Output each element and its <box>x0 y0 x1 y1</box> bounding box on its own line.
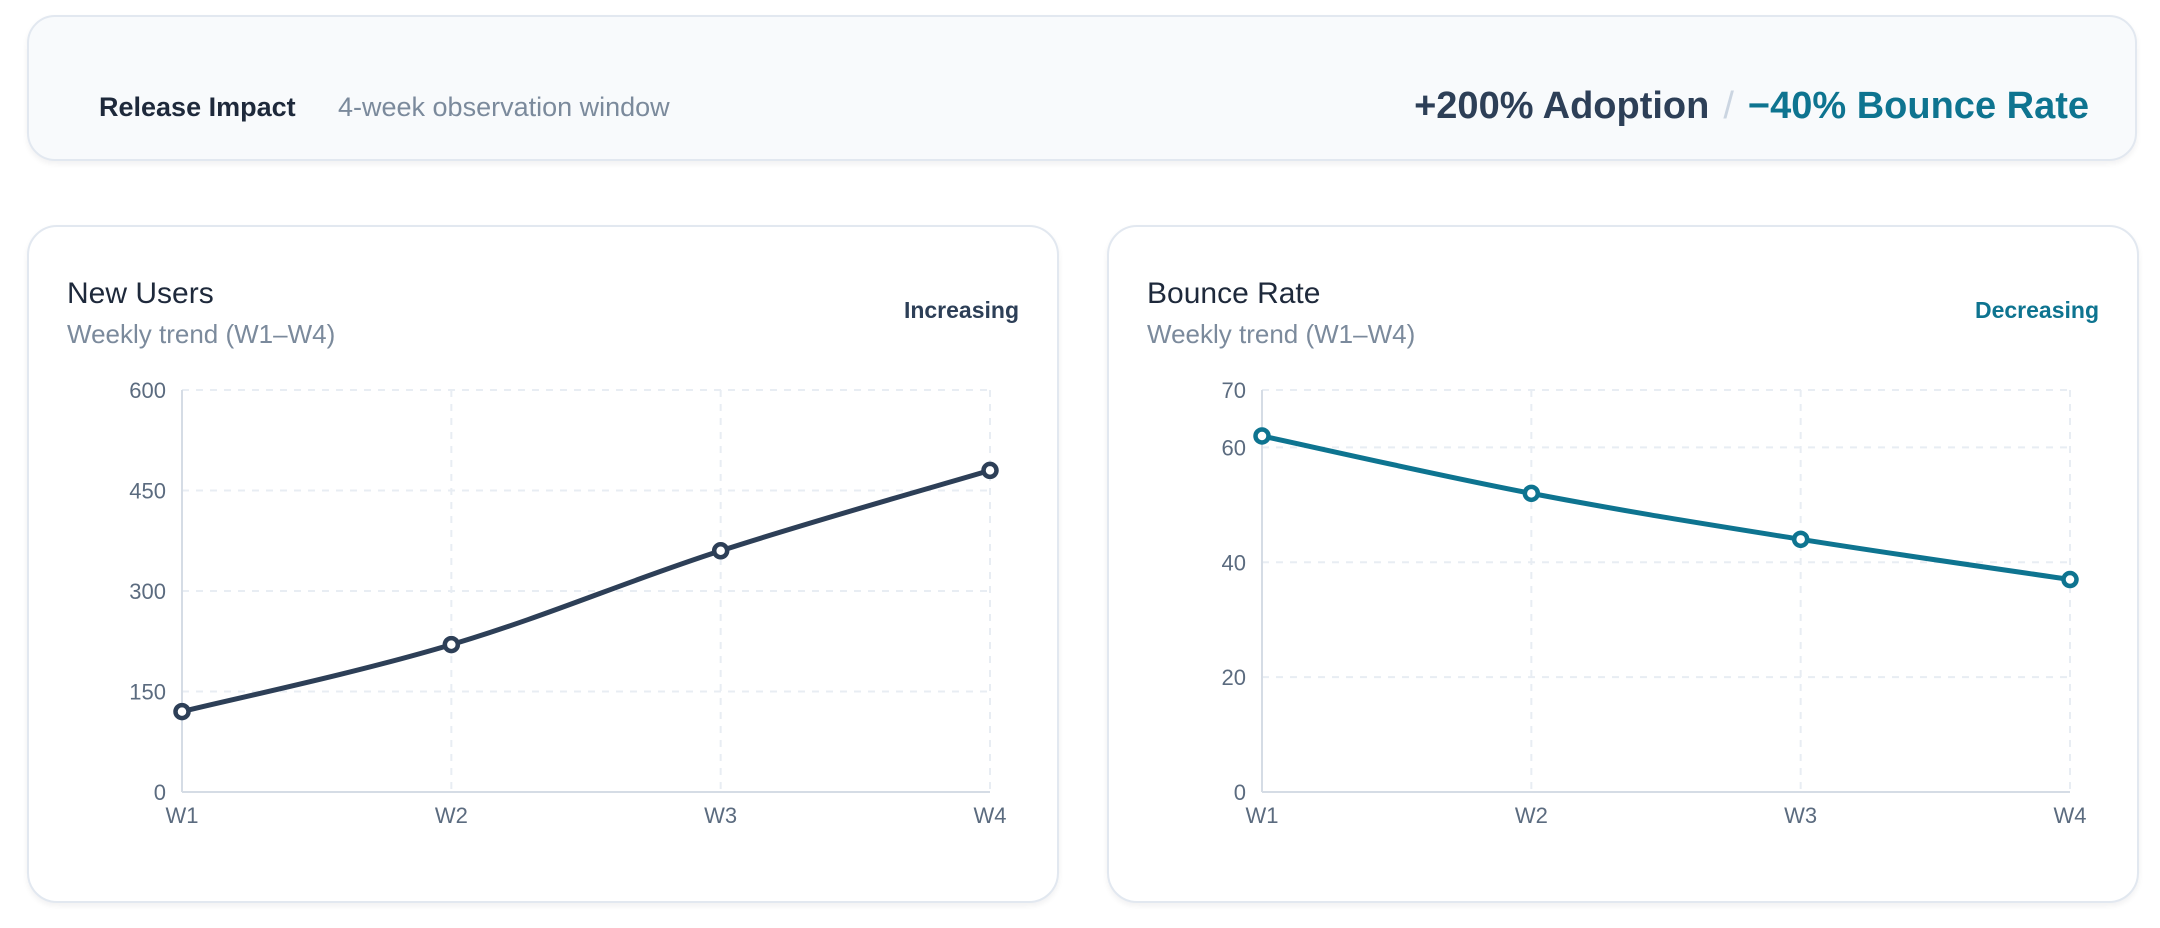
bounce-rate-data-point <box>1791 530 1810 549</box>
new-users-chart: 0 150 300 450 600 W1 W2 W3 W4 <box>129 378 1007 828</box>
new-users-y-tick-label: 150 <box>129 680 166 705</box>
new-users-trend-label: Increasing <box>903 297 1019 323</box>
bounce-rate-x-tick-label: W3 <box>1784 803 1817 828</box>
bounce-rate-chart: 0 20 40 60 70 W1 W2 W3 W4 <box>1222 378 2087 828</box>
new-users-data-point <box>173 702 191 721</box>
bounce-rate-subtitle: Weekly trend (W1–W4) <box>1147 319 1416 349</box>
bounce-rate-data-point <box>1253 427 1271 445</box>
bounce-rate-y-tick-label: 70 <box>1222 378 1246 403</box>
new-users-data-point <box>711 542 730 560</box>
new-users-y-tick-label: 0 <box>154 780 166 805</box>
bounce-rate-y-tick-label: 0 <box>1234 780 1246 805</box>
bounce-rate-title: Bounce Rate <box>1147 277 1321 310</box>
header-title: Release Impact <box>99 92 296 122</box>
header-metrics: +200% Adoption / −40% Bounce Rate <box>1414 79 2089 133</box>
new-users-x-tick-label: W2 <box>435 803 468 828</box>
new-users-card: New Users Weekly trend (W1–W4) Increasin… <box>27 225 1059 903</box>
bounce-metric: −40% Bounce Rate <box>1747 85 2089 127</box>
new-users-x-tick-label: W1 <box>166 803 199 828</box>
bounce-rate-data-point <box>2061 570 2079 589</box>
adoption-metric: +200% Adoption <box>1414 85 1710 127</box>
bounce-rate-y-tick-label: 60 <box>1222 435 1246 460</box>
new-users-y-tick-label: 300 <box>129 579 166 604</box>
bounce-rate-x-tick-label: W1 <box>1246 803 1279 828</box>
header-subtitle: 4-week observation window <box>338 92 670 122</box>
new-users-y-tick-label: 450 <box>129 479 166 504</box>
bounce-rate-series-line <box>1259 433 2073 583</box>
new-users-x-tick-label: W3 <box>704 803 737 828</box>
bounce-rate-x-tick-label: W4 <box>2054 803 2087 828</box>
new-users-subtitle: Weekly trend (W1–W4) <box>67 319 336 349</box>
metric-separator: / <box>1723 85 1734 127</box>
new-users-title: New Users <box>67 277 214 310</box>
header-card: Release Impact 4-week observation window… <box>27 15 2137 161</box>
bounce-rate-card: Bounce Rate Weekly trend (W1–W4) Decreas… <box>1107 225 2139 903</box>
new-users-series-line <box>179 467 993 715</box>
new-users-y-tick-label: 600 <box>129 378 166 403</box>
bounce-rate-x-tick-label: W2 <box>1515 803 1548 828</box>
bounce-rate-y-tick-label: 40 <box>1222 550 1246 575</box>
new-users-x-tick-label: W4 <box>974 803 1007 828</box>
bounce-rate-y-tick-label: 20 <box>1222 665 1246 690</box>
bounce-rate-data-point <box>1522 484 1541 503</box>
new-users-data-point <box>981 461 999 480</box>
new-users-data-point <box>442 635 461 654</box>
bounce-rate-trend-label: Decreasing <box>1974 297 2099 323</box>
